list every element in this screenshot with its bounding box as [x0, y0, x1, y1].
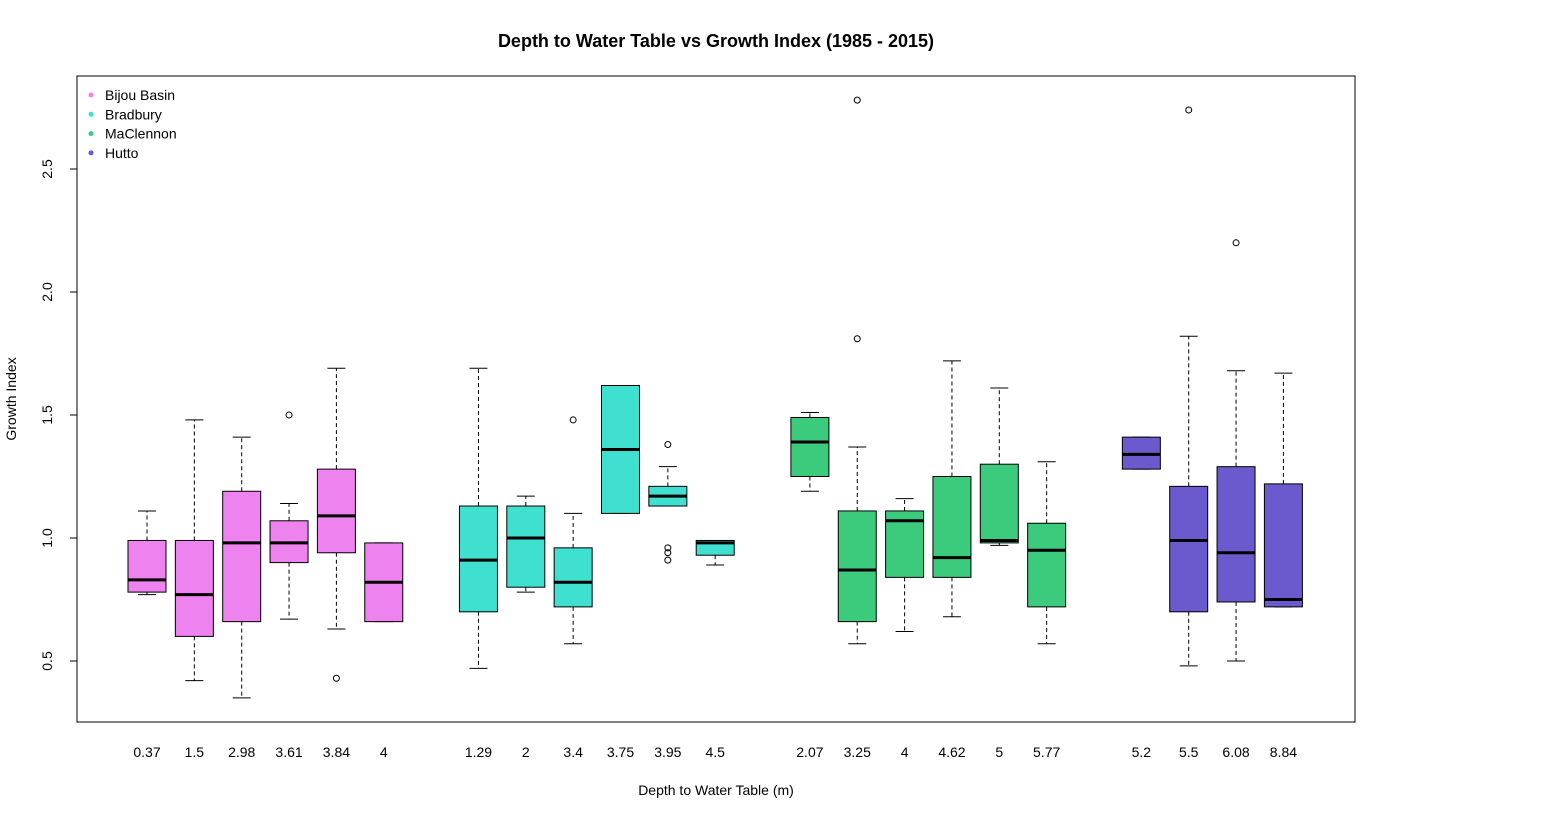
box	[364, 542, 404, 623]
box-body	[316, 468, 356, 554]
outlier-point	[569, 416, 577, 424]
box-body	[127, 539, 167, 593]
legend: Bijou Basin Bradbury MaClennon Hutto	[88, 87, 177, 161]
box-body	[506, 505, 546, 588]
outlier-point	[664, 556, 672, 564]
outlier-point	[1232, 239, 1240, 247]
box	[1216, 239, 1256, 662]
x-tick-label: 8.84	[1270, 744, 1297, 760]
y-tick-label: 2.5	[39, 159, 55, 179]
box	[174, 419, 214, 682]
x-tick-label: 3.25	[844, 744, 871, 760]
plot-frame	[76, 75, 1356, 723]
box-groups	[127, 96, 1303, 699]
box-body	[1263, 483, 1303, 608]
outlier-point	[332, 674, 340, 682]
box	[553, 416, 593, 645]
legend-marker	[88, 131, 94, 137]
box	[648, 441, 688, 564]
legend-label: Bradbury	[105, 106, 162, 122]
x-tick-label: 3.75	[607, 744, 634, 760]
box-body	[174, 539, 214, 637]
y-axis: 0.5 1.0 1.5 2.0 2.5	[39, 159, 78, 671]
box	[127, 510, 167, 596]
y-tick-label: 1.5	[39, 405, 55, 425]
x-tick-label: 6.08	[1222, 744, 1249, 760]
box	[458, 367, 498, 669]
legend-label: Hutto	[105, 145, 139, 161]
x-tick-label: 4.62	[938, 744, 965, 760]
outlier-point	[853, 96, 861, 104]
legend-marker	[88, 150, 94, 156]
box-body	[979, 463, 1019, 544]
box	[837, 96, 877, 645]
box-body	[1216, 466, 1256, 603]
box-body	[1027, 522, 1067, 608]
x-tick-label: 3.61	[275, 744, 302, 760]
box	[932, 360, 972, 618]
outlier-point	[664, 441, 672, 449]
x-tick-label: 3.4	[563, 744, 583, 760]
box-body	[837, 510, 877, 623]
box	[1263, 372, 1303, 608]
box-body	[790, 416, 830, 477]
outlier-point	[285, 411, 293, 419]
x-tick-label: 4.5	[705, 744, 725, 760]
legend-marker	[88, 111, 94, 117]
y-tick-label: 0.5	[39, 651, 55, 671]
series-group-bijou-basin	[127, 367, 404, 699]
x-tick-label: 5	[995, 744, 1003, 760]
outlier-point	[664, 544, 672, 552]
legend-label: Bijou Basin	[105, 87, 175, 103]
y-axis-label: Growth Index	[3, 357, 19, 440]
box	[601, 384, 640, 514]
outlier-point	[664, 549, 672, 557]
box-body	[1169, 485, 1209, 613]
y-tick-label: 2.0	[39, 282, 55, 302]
series-group-maclennon	[790, 96, 1067, 645]
box	[790, 412, 830, 492]
box	[269, 411, 309, 620]
legend-marker	[88, 92, 94, 98]
box	[506, 495, 546, 593]
x-tick-labels: 0.37 1.5 2.98 3.61 3.84 4 1.29 2 3.4 3.75 3.95 4.5 2…	[133, 744, 1297, 760]
box	[1121, 436, 1161, 470]
x-tick-label: 3.84	[323, 744, 350, 760]
x-tick-label: 3.95	[654, 744, 681, 760]
x-tick-label: 4	[901, 744, 909, 760]
box	[979, 387, 1019, 546]
box-body	[222, 490, 262, 623]
x-tick-label: 5.5	[1179, 744, 1199, 760]
box-body	[553, 547, 593, 608]
legend-label: MaClennon	[105, 126, 177, 142]
box	[316, 367, 356, 682]
x-axis-label: Depth to Water Table (m)	[638, 782, 794, 798]
x-tick-label: 1.5	[185, 744, 205, 760]
x-tick-label: 2.98	[228, 744, 255, 760]
series-group-bradbury	[458, 367, 735, 669]
x-tick-label: 1.29	[465, 744, 492, 760]
y-tick-label: 1.0	[39, 528, 55, 548]
x-tick-label: 0.37	[133, 744, 160, 760]
x-tick-label: 2.07	[796, 744, 823, 760]
box	[222, 436, 262, 699]
x-tick-label: 5.2	[1132, 744, 1152, 760]
box	[1027, 461, 1067, 645]
series-group-hutto	[1121, 106, 1303, 667]
outlier-point	[1185, 106, 1193, 114]
box	[885, 498, 925, 632]
outlier-point	[853, 335, 861, 343]
box	[1169, 106, 1209, 667]
box	[695, 539, 735, 566]
box-body	[932, 476, 972, 578]
chart-title: Depth to Water Table vs Growth Index (19…	[498, 31, 934, 51]
x-tick-label: 2	[522, 744, 530, 760]
x-tick-label: 5.77	[1033, 744, 1060, 760]
x-tick-label: 4	[380, 744, 388, 760]
